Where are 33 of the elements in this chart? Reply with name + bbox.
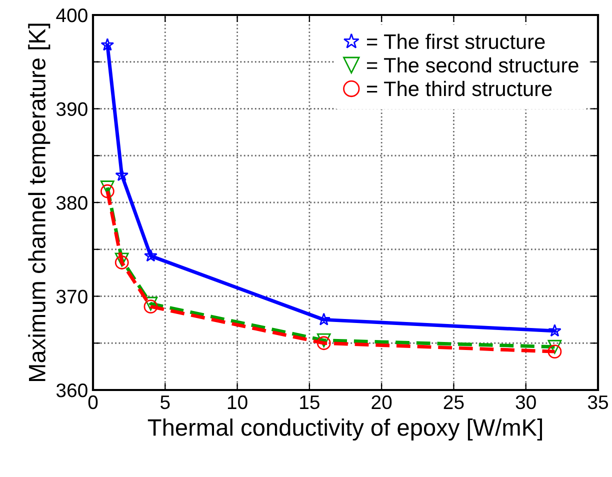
point [100,38,114,51]
y-tick-label: 360 [56,383,88,398]
y-tick-label: 390 [56,102,88,116]
x-tick-label: 35 [588,395,608,410]
x-tick-label: 20 [372,395,392,410]
point [316,333,331,348]
y-tick-label: 400 [56,8,88,22]
x-axis-title: Thermal conductivity of epoxy [W/mK] [148,418,542,441]
point [144,248,158,262]
legend-label: = The first structure [366,34,545,50]
point [316,336,331,350]
x-tick-label: 25 [444,395,464,410]
x-tick-label: 10 [228,395,248,410]
y-tick-label: 370 [56,290,88,304]
point [100,180,114,194]
x-tick-label: 5 [160,396,170,410]
x-tick-label: 30 [516,395,536,410]
point [144,296,158,311]
point [115,168,128,182]
point [548,324,562,337]
legend-label: = The third structure [366,80,552,96]
point [317,312,330,326]
point [548,340,562,354]
point [114,252,129,267]
x-tick-label: 0 [88,395,98,410]
y-tick-label: 380 [56,196,88,210]
x-tick-label: 15 [300,396,320,410]
point [100,184,114,198]
point [144,300,158,314]
legend-label: = The second structure [366,57,578,73]
point [548,344,562,359]
y-axis-title: Maximum channel temperature [K] [28,24,50,381]
point [114,256,129,270]
